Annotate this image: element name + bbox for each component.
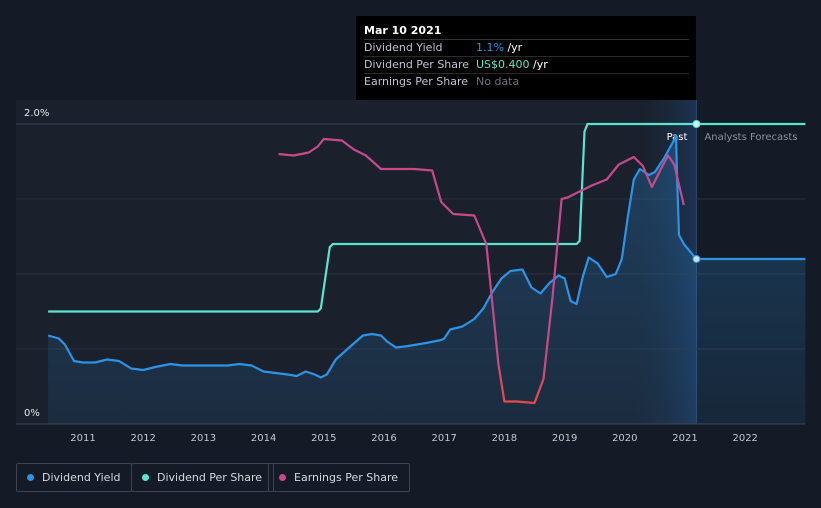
tooltip: Mar 10 2021 Dividend Yield 1.1% /yr Divi… (356, 16, 696, 100)
x-tick-label: 2020 (612, 433, 637, 444)
x-tick-label: 2015 (311, 433, 336, 444)
forecast-label: Analysts Forecasts (704, 132, 797, 143)
tooltip-value: 1.1% /yr (476, 41, 523, 54)
tooltip-row-dividend-yield: Dividend Yield 1.1% /yr (364, 40, 689, 57)
x-tick-label: 2019 (552, 433, 577, 444)
tooltip-row-earnings-per-share: Earnings Per Share No data (364, 74, 689, 90)
tooltip-value: No data (476, 75, 520, 88)
tooltip-row-dividend-per-share: Dividend Per Share US$0.400 /yr (364, 57, 689, 74)
legend-dividend-per-share[interactable]: Dividend Per Share (131, 463, 275, 492)
x-tick-label: 2012 (130, 433, 155, 444)
x-tick-label: 2013 (191, 433, 216, 444)
legend-dot-icon (27, 474, 34, 481)
dividend-per-share-line (48, 122, 806, 313)
legend-dot-icon (279, 474, 286, 481)
earnings-per-share-line (278, 137, 685, 405)
dividend-yield-marker (692, 255, 701, 263)
dividend-per-share-marker (692, 120, 701, 128)
x-tick-label: 2011 (70, 433, 95, 444)
x-tick-label: 2017 (431, 433, 456, 444)
x-tick-label: 2021 (672, 433, 697, 444)
tooltip-label: Dividend Per Share (364, 58, 470, 71)
x-tick-label: 2014 (251, 433, 276, 444)
legend-label: Dividend Per Share (157, 471, 263, 484)
dividend-yield-area (48, 136, 806, 424)
x-tick-label: 2018 (492, 433, 517, 444)
x-tick-label: 2022 (732, 433, 757, 444)
legend-label: Dividend Yield (42, 471, 121, 484)
tooltip-label: Dividend Yield (364, 41, 443, 54)
y-tick-label: 2.0% (24, 108, 49, 119)
tooltip-value: US$0.400 /yr (476, 58, 548, 71)
x-tick-label: 2016 (371, 433, 396, 444)
legend-earnings-per-share[interactable]: Earnings Per Share (268, 463, 411, 492)
legend-dividend-yield[interactable]: Dividend Yield (16, 463, 133, 492)
y-tick-label: 0% (24, 408, 40, 419)
legend-label: Earnings Per Share (294, 471, 399, 484)
legend-dot-icon (142, 474, 149, 481)
tooltip-label: Earnings Per Share (364, 75, 469, 88)
tooltip-date: Mar 10 2021 (364, 22, 689, 40)
dividend-yield-line (47, 134, 806, 379)
